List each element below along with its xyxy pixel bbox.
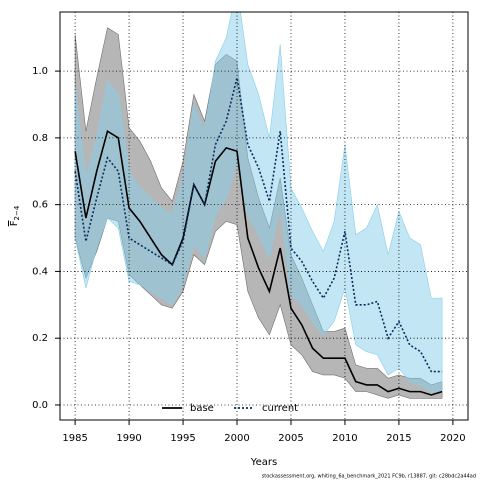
series-line	[74, 129, 443, 396]
x-tick-label: 1995	[170, 433, 195, 444]
lines	[74, 77, 443, 396]
y-tick-label: 1.0	[32, 66, 48, 77]
x-axis-label: Years	[250, 457, 277, 468]
y-tick-label: 0.0	[32, 400, 48, 411]
y-tick-label: 0.8	[32, 133, 48, 144]
y-tick-label: 0.2	[32, 333, 48, 344]
y-axis-label: F2−4	[9, 205, 21, 226]
legend-label: current	[262, 403, 298, 414]
plot-frame	[59, 11, 469, 421]
x-tick-label: 2005	[278, 433, 303, 444]
y-axis-label-main: F	[9, 220, 20, 226]
legend-label: base	[190, 403, 214, 414]
grid	[60, 12, 468, 420]
x-tick-label: 2020	[440, 433, 465, 444]
y-axis-label-subscript: 2−4	[13, 205, 21, 220]
x-tick-label: 2000	[224, 433, 249, 444]
footnote: stockassessment.org, whiting_6a_benchmar…	[262, 474, 476, 480]
x-tick-label: 1985	[62, 433, 87, 444]
confidence-band	[74, 12, 443, 392]
x-tick-label: 2010	[332, 433, 357, 444]
y-tick-label: 0.4	[32, 266, 48, 277]
y-tick-label: 0.6	[32, 200, 48, 211]
x-tick-label: 2015	[386, 433, 411, 444]
x-tick-label: 1990	[116, 433, 141, 444]
